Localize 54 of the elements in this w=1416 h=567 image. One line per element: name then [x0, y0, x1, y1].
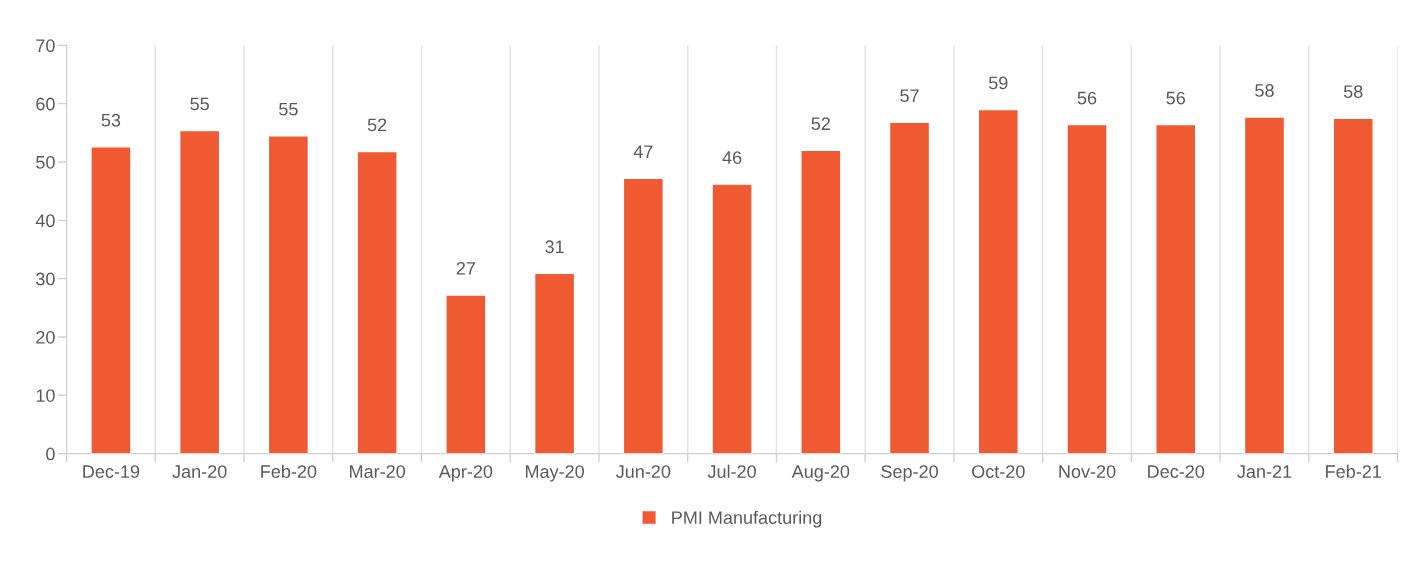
x-tick-label: Feb-21 — [1326, 464, 1381, 478]
y-tick-label: 60 — [36, 97, 55, 111]
y-tick-label: 50 — [36, 155, 55, 169]
data-label: 59 — [988, 76, 1008, 90]
legend-label: PMI Manufacturing — [672, 510, 822, 528]
x-tick-label: Feb-20 — [261, 464, 317, 478]
x-tick-label: Mar-20 — [350, 465, 406, 478]
x-tick-label: Sep-20 — [881, 465, 938, 482]
bar — [1332, 117, 1374, 454]
bar — [977, 108, 1019, 454]
x-tick-label: Jan-21 — [1237, 465, 1292, 478]
data-label: 52 — [811, 117, 830, 131]
x-tick-label: Aug-20 — [791, 465, 850, 482]
y-tick-label: 30 — [36, 272, 55, 286]
data-label: 58 — [1343, 85, 1363, 99]
data-label: 56 — [1077, 91, 1097, 105]
bar — [1243, 116, 1286, 454]
y-tick-label: 10 — [36, 389, 55, 402]
data-label: 55 — [279, 102, 298, 116]
y-tick-label: 70 — [36, 39, 55, 53]
y-tick-label: 40 — [35, 214, 55, 228]
bar — [1066, 123, 1108, 454]
bar — [178, 129, 221, 454]
bar — [533, 272, 576, 454]
data-label: 52 — [367, 118, 387, 132]
bar — [1155, 123, 1197, 454]
x-tick-label: Jun-20 — [616, 465, 671, 478]
data-label: 53 — [101, 113, 121, 127]
x-tick-label: Apr-20 — [438, 465, 493, 482]
x-tick-label: Nov-20 — [1059, 465, 1116, 478]
bar — [711, 183, 753, 454]
data-label: 27 — [456, 261, 475, 275]
x-tick-label: Oct-20 — [972, 465, 1025, 478]
data-label: 47 — [633, 145, 653, 158]
x-tick-label: Dec-19 — [83, 465, 140, 478]
data-label: 58 — [1255, 84, 1274, 97]
data-label: 31 — [545, 240, 564, 254]
bar — [622, 177, 664, 454]
bar — [356, 150, 398, 454]
data-label: 56 — [1166, 91, 1185, 105]
data-label: 57 — [900, 89, 919, 103]
bar — [888, 121, 931, 454]
bar — [445, 294, 487, 454]
bar — [90, 146, 132, 454]
x-tick-label: Jan-20 — [172, 465, 227, 478]
bar — [800, 149, 842, 454]
y-tick-label: 0 — [46, 447, 55, 461]
data-label: 55 — [190, 97, 209, 111]
data-label: 46 — [722, 151, 742, 164]
x-tick-label: Jul-20 — [707, 464, 756, 478]
x-tick-label: May-20 — [525, 465, 584, 482]
bar — [267, 135, 310, 454]
y-tick-label: 20 — [36, 330, 55, 344]
x-tick-label: Dec-20 — [1148, 465, 1205, 478]
